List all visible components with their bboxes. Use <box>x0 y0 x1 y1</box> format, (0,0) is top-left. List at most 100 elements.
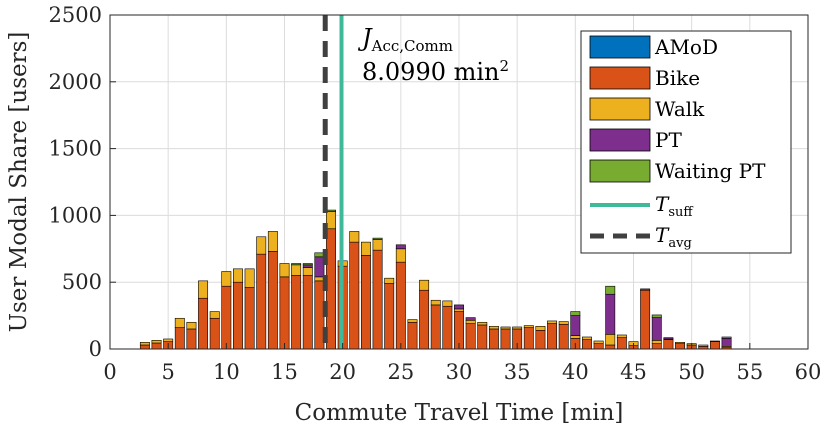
bar-walk <box>454 308 464 312</box>
bar-pt <box>651 317 662 341</box>
bar-walk <box>593 340 604 344</box>
bar-bike <box>640 289 651 350</box>
bar-bike <box>523 327 534 350</box>
bar-walk <box>430 299 441 306</box>
bar-walk <box>500 326 511 330</box>
x-ticks: 0 5 10 15 20 25 30 35 40 45 50 55 60 <box>103 343 821 384</box>
legend-swatch <box>589 66 651 90</box>
bar-walk <box>151 340 162 344</box>
x-tick-label: 55 <box>736 360 763 384</box>
legend-label: Bike <box>655 66 700 90</box>
reference-lines <box>322 15 344 349</box>
bar-waiting-pt <box>570 311 581 316</box>
bar-bike <box>535 329 546 350</box>
y-tick-label: 2000 <box>49 70 102 94</box>
bar-bike <box>221 285 232 350</box>
bar-walk <box>547 320 558 324</box>
x-tick-label: 10 <box>213 360 240 384</box>
bar-walk <box>384 277 395 284</box>
bar-walk <box>267 231 278 252</box>
legend-swatch <box>589 128 651 152</box>
bar-waiting-pt <box>302 263 313 266</box>
bar-walk <box>244 268 255 288</box>
x-tick-label: 50 <box>678 360 705 384</box>
bar-bike <box>488 328 499 350</box>
legend-label-tavg: Tavg <box>655 223 692 251</box>
bar-bike <box>139 344 150 350</box>
x-tick-label: 0 <box>103 360 116 384</box>
bar-bike <box>558 323 569 350</box>
bar-bike <box>174 327 185 350</box>
bar-bike <box>349 241 360 350</box>
bar-walk <box>605 333 616 346</box>
bar-bike <box>314 280 325 350</box>
bar-bike <box>244 287 255 350</box>
bar-pt <box>302 264 313 268</box>
bar-walk <box>616 334 627 338</box>
bar-walk <box>465 319 476 324</box>
bar-walk <box>698 344 709 347</box>
bar-walk <box>512 326 523 330</box>
bar-walk <box>279 263 290 278</box>
x-tick-label: 15 <box>271 360 298 384</box>
bar-bike <box>360 255 371 350</box>
x-tick-label: 35 <box>504 360 531 384</box>
x-tick-label: 20 <box>329 360 356 384</box>
bar-bike <box>709 341 720 350</box>
bar-waiting-pt <box>651 314 662 318</box>
annotation: JAcc,Comm 8.0990 min2 <box>357 24 509 86</box>
bar-bike <box>675 343 685 350</box>
legend-swatch <box>589 97 651 121</box>
legend-swatch <box>589 159 651 183</box>
bar-bike <box>256 253 267 350</box>
bar-walk <box>442 300 453 307</box>
y-tick-label: 1500 <box>49 137 102 161</box>
y-axis-label: User Modal Share [users] <box>6 32 32 333</box>
bar-walk <box>488 325 499 330</box>
bar-walk <box>395 248 406 263</box>
bar-walk <box>314 276 325 282</box>
bar-walk <box>291 264 302 276</box>
y-tick-label: 0 <box>89 337 102 361</box>
x-tick-label: 60 <box>795 360 822 384</box>
bar-bike <box>233 281 243 350</box>
bar-bike <box>651 343 662 350</box>
x-tick-label: 25 <box>387 360 414 384</box>
bar-waiting-pt <box>326 209 336 212</box>
bar-waiting-pt <box>291 263 302 266</box>
legend-label: PT <box>655 128 682 152</box>
bar-bike <box>616 337 627 350</box>
bar-waiting-pt <box>314 252 325 258</box>
bar-walk <box>174 317 185 328</box>
annotation-line2: 8.0990 min2 <box>362 57 509 86</box>
bar-pt <box>465 317 476 321</box>
bar-walk <box>709 340 720 342</box>
bar-walk <box>675 342 685 344</box>
bar-pt <box>605 293 616 335</box>
bar-bike <box>465 323 476 350</box>
bar-bike <box>267 251 278 350</box>
bar-bike <box>477 324 488 350</box>
bar-walk <box>256 236 267 255</box>
bar-bike <box>384 283 395 350</box>
bar-walk <box>209 311 220 319</box>
bar-bike <box>663 339 674 350</box>
legend: AMoD Bike Walk PT Waiting PT Tsuff Tavg <box>580 30 792 254</box>
y-tick-label: 1000 <box>49 203 102 227</box>
bar-bike <box>209 317 220 350</box>
bar-walk <box>570 335 581 339</box>
bar-bike <box>279 276 290 350</box>
bar-walk <box>360 241 371 256</box>
bar-bike <box>395 261 406 350</box>
bar-walk <box>302 267 313 276</box>
bar-waiting-pt <box>605 285 616 295</box>
bar-walk <box>407 319 418 323</box>
bar-pt <box>395 244 406 250</box>
x-axis-label: Commute Travel Time [min] <box>295 400 624 426</box>
legend-swatch <box>589 35 651 59</box>
bar-bike <box>198 297 209 350</box>
bar-pt <box>640 288 651 291</box>
bar-bike <box>593 343 604 350</box>
bar-walk <box>233 268 243 283</box>
